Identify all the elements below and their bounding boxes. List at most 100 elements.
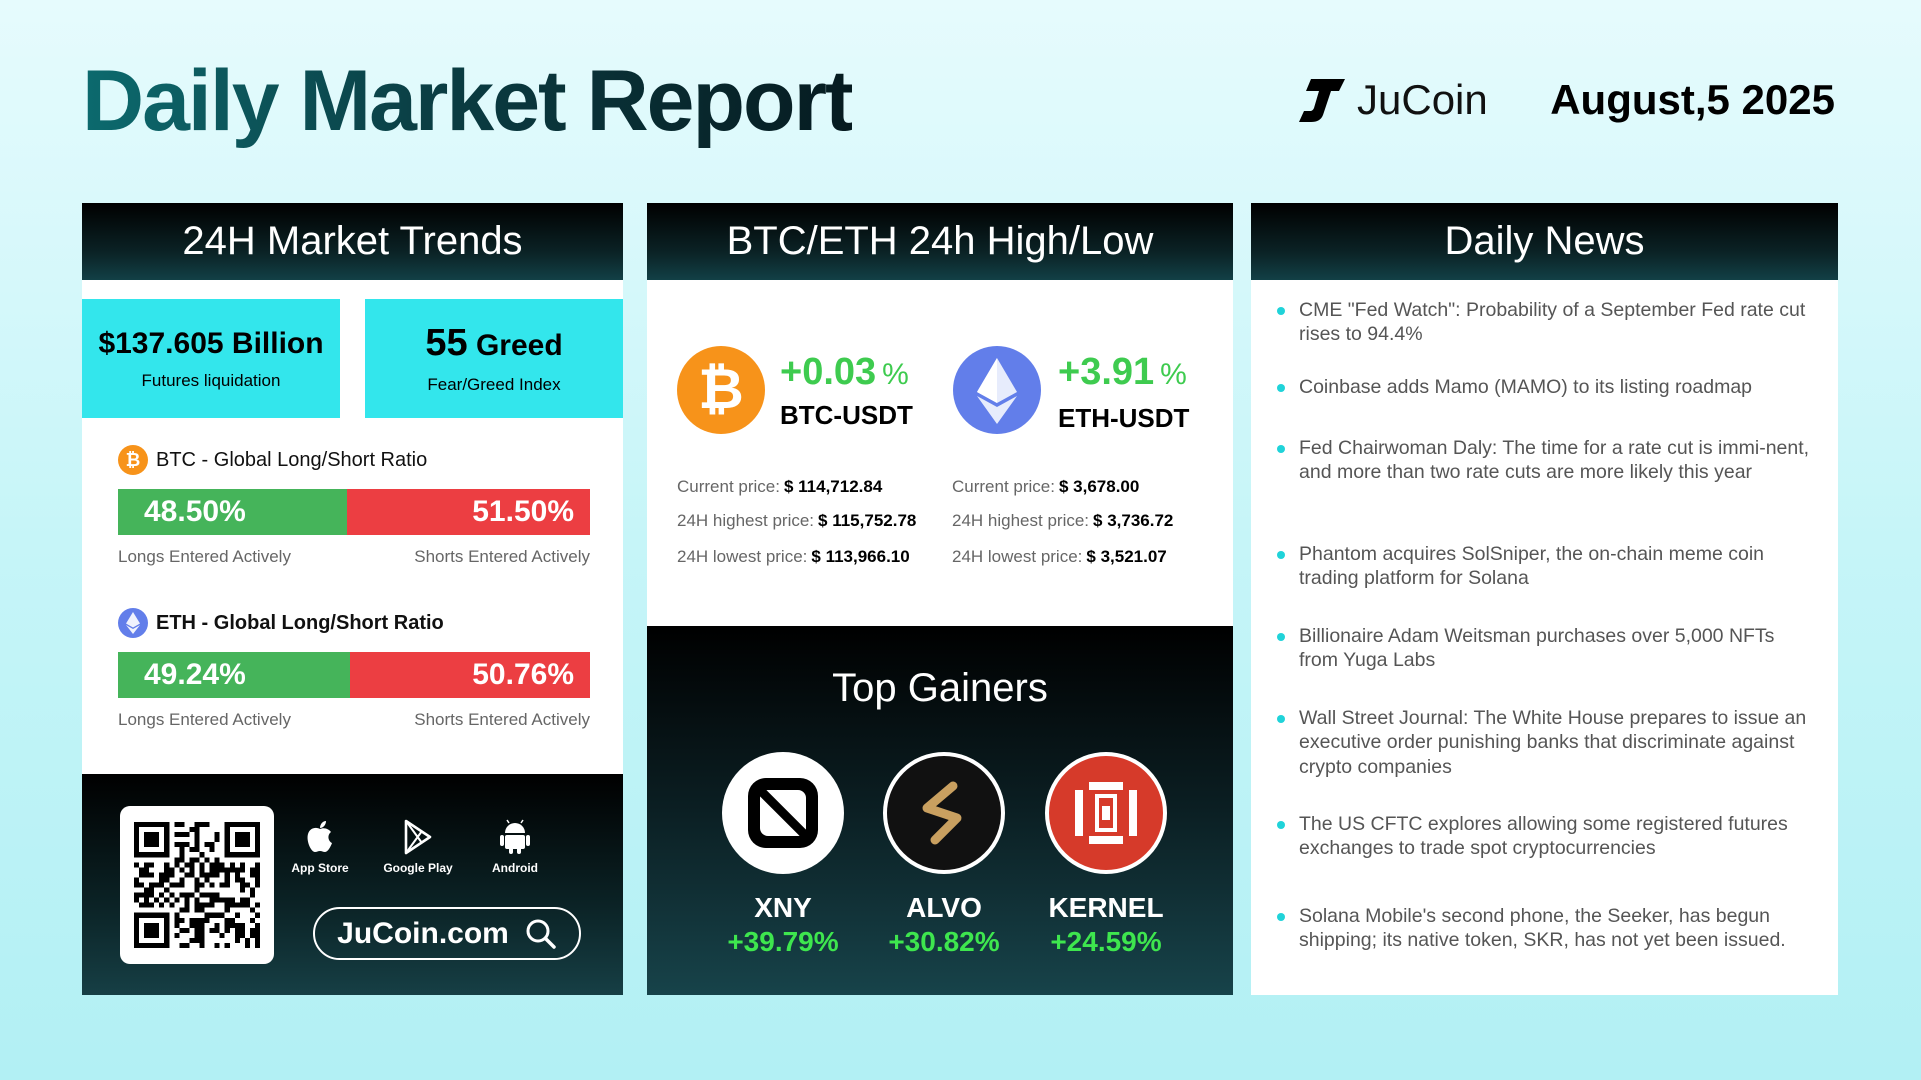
eth-long-label: Longs Entered Actively	[118, 710, 291, 729]
value: $ 3,736.72	[1093, 511, 1174, 530]
btc-short-label: Shorts Entered Actively	[414, 547, 590, 566]
bullet	[1277, 384, 1285, 392]
fear-greed-word: Greed	[475, 329, 563, 362]
eth-ratio-label: ETH - Global Long/Short Ratio	[156, 611, 444, 634]
gainer-name: KERNEL	[1048, 892, 1164, 923]
android-link[interactable]: Android	[470, 819, 560, 875]
btc-ratio-label: BTC - Global Long/Short Ratio	[156, 448, 428, 471]
jucoin-logo-icon	[1299, 79, 1345, 122]
label: Current price:	[677, 477, 780, 496]
liquidation-value: $137.605 Billion	[98, 326, 324, 360]
news-item[interactable]: Solana Mobile's second phone, the Seeker…	[1277, 904, 1817, 953]
news-text: Billionaire Adam Weitsman purchases over…	[1299, 625, 1775, 672]
label: 24H highest price:	[677, 511, 815, 530]
google-play-link[interactable]: Google Play	[373, 819, 463, 875]
eth-change-unit: %	[1160, 358, 1187, 391]
eth-short-label: Shorts Entered Actively	[414, 710, 590, 729]
qr-code[interactable]	[120, 806, 274, 964]
eth-low-price: 24H lowest price: $ 3,521.07	[952, 547, 1167, 567]
android-icon	[500, 819, 530, 854]
high-low-card: BTC/ETH 24h High/Low ₿ +0.03% BTC-USDT +…	[647, 203, 1233, 995]
eth-current-price: Current price: $ 3,678.00	[952, 477, 1139, 497]
btc-ratio-legend: Longs Entered Actively Shorts Entered Ac…	[118, 547, 590, 567]
btc-low-price: 24H lowest price: $ 113,966.10	[677, 547, 910, 567]
btc-ratio-title: ₿ BTC - Global Long/Short Ratio	[118, 445, 427, 475]
bitcoin-icon: ₿	[118, 445, 148, 475]
btc-pair: BTC-USDT	[780, 400, 913, 430]
btc-ratio-bar: 48.50% 51.50%	[118, 489, 590, 535]
bullet	[1277, 821, 1285, 829]
market-trends-card: 24H Market Trends $137.605 Billion Futur…	[82, 203, 623, 995]
bullet	[1277, 715, 1285, 723]
eth-change: +3.91%	[1058, 351, 1187, 394]
gainer-kernel[interactable]: KERNEL +24.59%	[1044, 752, 1168, 958]
eth-pair: ETH-USDT	[1058, 403, 1190, 433]
search-icon	[526, 919, 556, 949]
eth-short-segment: 50.76%	[350, 652, 590, 698]
news-text: Coinbase adds Mamo (MAMO) to its listing…	[1299, 376, 1753, 398]
news-text: Wall Street Journal: The White House pre…	[1299, 707, 1807, 778]
news-item[interactable]: The US CFTC explores allowing some regis…	[1277, 812, 1817, 861]
google-play-label: Google Play	[383, 861, 453, 875]
label: 24H highest price:	[952, 511, 1090, 530]
eth-change-value: +3.91	[1058, 351, 1155, 393]
brand-name: JuCoin	[1357, 76, 1488, 123]
top-gainers-panel: Top Gainers XNY +39.79% ALVO +30.82%	[647, 626, 1233, 995]
bullet	[1277, 551, 1285, 559]
svg-text:₿: ₿	[698, 357, 744, 420]
eth-long-segment: 49.24%	[118, 652, 351, 698]
brand-logo: JuCoin	[1297, 76, 1488, 124]
news-text: Fed Chairwoman Daly: The time for a rate…	[1299, 437, 1810, 484]
xny-logo-icon	[722, 752, 844, 874]
label: 24H lowest price:	[952, 547, 1083, 566]
news-item[interactable]: Wall Street Journal: The White House pre…	[1277, 706, 1817, 779]
page-title: Daily Market Report	[82, 53, 854, 149]
btc-change-unit: %	[882, 358, 909, 391]
news-item[interactable]: Phantom acquires SolSniper, the on-chain…	[1277, 542, 1817, 591]
gainer-xny[interactable]: XNY +39.79%	[721, 752, 845, 958]
eth-ratio-title: ETH - Global Long/Short Ratio	[118, 608, 444, 638]
gainer-alvo[interactable]: ALVO +30.82%	[882, 752, 1006, 958]
site-url: JuCoin.com	[337, 916, 509, 950]
market-trends-header: 24H Market Trends	[82, 203, 623, 280]
fear-greed-label: Fear/Greed Index	[427, 375, 561, 394]
bullet	[1277, 633, 1285, 641]
apple-icon	[307, 821, 332, 852]
high-low-header: BTC/ETH 24h High/Low	[647, 203, 1233, 280]
futures-liquidation-box: $137.605 Billion Futures liquidation	[82, 299, 340, 418]
ethereum-icon	[118, 608, 148, 638]
btc-change: +0.03%	[780, 351, 909, 394]
app-store-link[interactable]: App Store	[275, 819, 365, 875]
gainer-name: XNY	[754, 892, 812, 923]
eth-ratio-legend: Longs Entered Actively Shorts Entered Ac…	[118, 710, 590, 730]
value: $ 3,678.00	[1058, 477, 1140, 496]
jucoin-site-search[interactable]: JuCoin.com	[313, 907, 581, 960]
btc-long-label: Longs Entered Actively	[118, 547, 291, 566]
news-text: The US CFTC explores allowing some regis…	[1299, 813, 1788, 860]
daily-news-card: Daily News CME "Fed Watch": Probability …	[1251, 203, 1838, 995]
news-item[interactable]: Fed Chairwoman Daly: The time for a rate…	[1277, 436, 1817, 485]
news-text: CME "Fed Watch": Probability of a Septem…	[1299, 299, 1806, 346]
news-item[interactable]: CME "Fed Watch": Probability of a Septem…	[1277, 298, 1817, 347]
btc-short-segment: 51.50%	[346, 489, 590, 535]
top-gainers-title: Top Gainers	[832, 666, 1048, 710]
eth-ratio-bar: 49.24% 50.76%	[118, 652, 590, 698]
news-item[interactable]: Coinbase adds Mamo (MAMO) to its listing…	[1277, 375, 1817, 399]
value: $ 3,521.07	[1086, 547, 1167, 566]
gainer-change: +24.59%	[1050, 926, 1162, 957]
svg-text:₿: ₿	[126, 450, 141, 470]
alvo-logo-icon	[883, 752, 1005, 874]
label: 24H lowest price:	[677, 547, 808, 566]
fear-greed-value: 55	[425, 322, 468, 364]
app-download-footer: App Store Google Play Android JuCo	[82, 774, 623, 995]
kernel-logo-icon	[1045, 752, 1167, 874]
android-label: Android	[492, 861, 538, 875]
news-item[interactable]: Billionaire Adam Weitsman purchases over…	[1277, 624, 1817, 673]
btc-change-value: +0.03	[780, 351, 877, 393]
bitcoin-icon: ₿	[677, 346, 765, 434]
bullet	[1277, 913, 1285, 921]
app-store-label: App Store	[291, 861, 349, 875]
value: $ 115,752.78	[818, 511, 917, 530]
value: $ 114,712.84	[783, 477, 883, 496]
gainer-name: ALVO	[906, 892, 982, 923]
